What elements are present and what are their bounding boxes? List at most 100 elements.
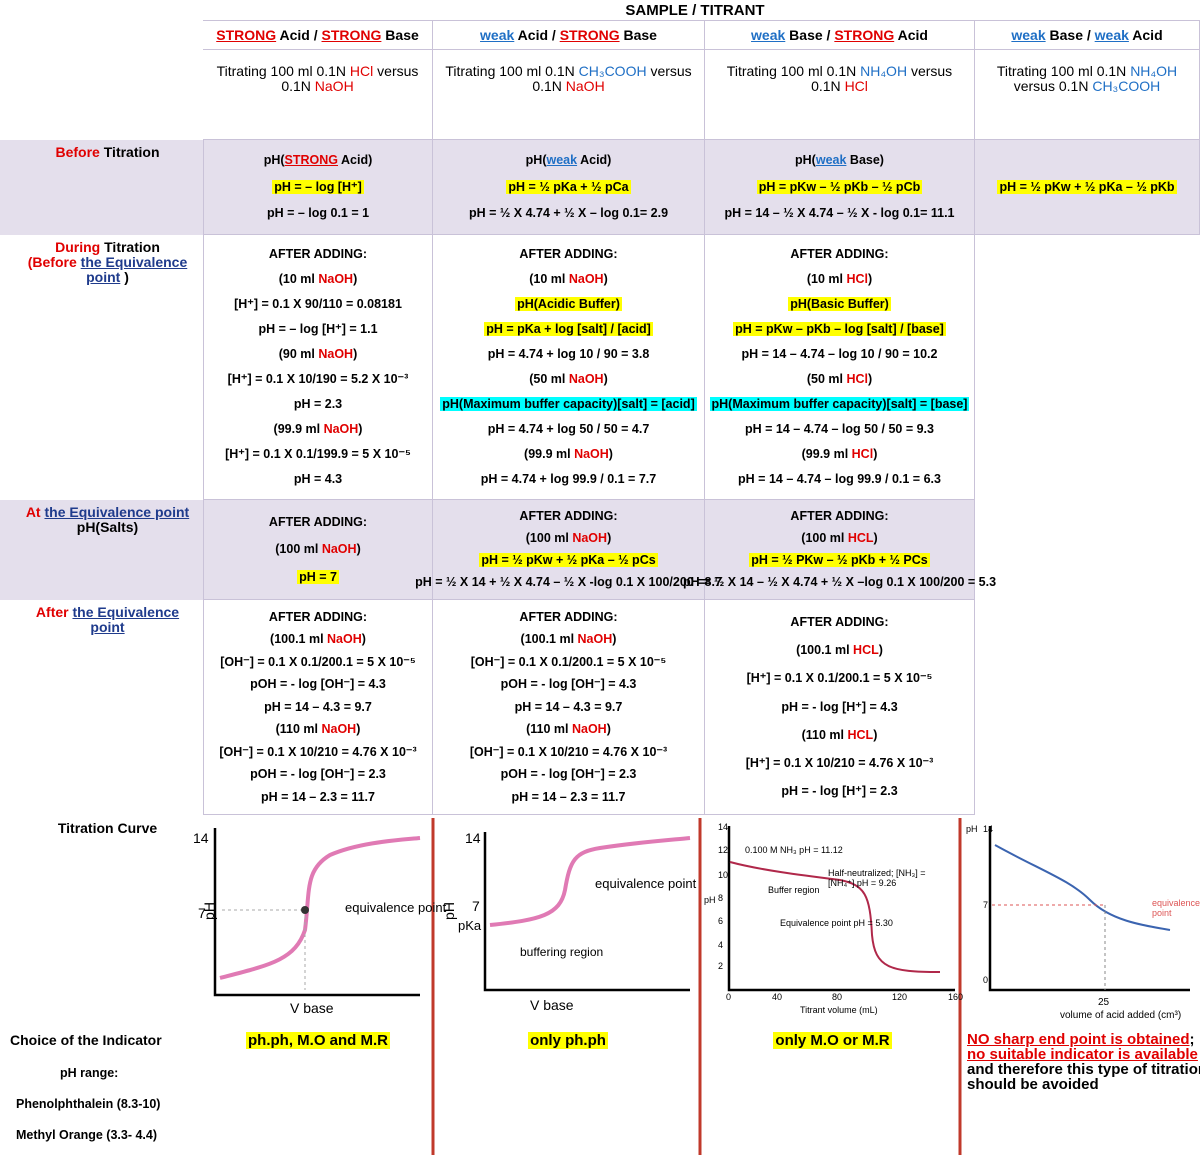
line: STRONG Acid / STRONG Base [216, 27, 419, 43]
line: AFTER ADDING: [790, 509, 888, 524]
line: pH = ½ pKw + ½ pKa – ½ pKb [997, 179, 1177, 195]
text: [OH⁻] = 0.1 X 0.1/200.1 = 5 X 10⁻⁵ [220, 654, 416, 669]
indicator-note: NO sharp end point is obtained; no suitab… [967, 1032, 1200, 1092]
text-segment: HCl [349, 63, 374, 79]
highlight: pH = pKw – pKb – log [salt] / [base] [733, 322, 946, 336]
text-segment: During [55, 239, 101, 255]
highlight: pH = ½ pKw + ½ pKa – ½ pCs [479, 553, 658, 567]
text-segment: versus 0.1N [1013, 78, 1093, 94]
line: (100 ml HCL) [801, 531, 877, 546]
line: pH = 14 – 2.3 = 11.7 [512, 790, 626, 805]
text: [H⁺] = 0.1 X 10/210 = 4.76 X 10⁻³ [745, 755, 934, 770]
line: (99.9 ml HCl) [802, 447, 878, 462]
text: pH = 14 – 4.74 – log 99.9 / 0.1 = 6.3 [738, 472, 941, 486]
table-cell [975, 235, 1200, 500]
highlight: pH = – log [H⁺] [272, 179, 364, 194]
curve-label: pH [200, 902, 217, 920]
text-segment: Before [55, 144, 100, 160]
text: AFTER ADDING: [790, 509, 889, 523]
text: pH(Maximum buffer capacity)[salt] = [aci… [442, 397, 695, 411]
text-segment: the Equivalence [80, 254, 188, 270]
text-segment: NaOH [572, 531, 608, 545]
curve-base-acid [729, 861, 941, 973]
line: pH = 2.3 [294, 397, 342, 412]
text: pOH = - log [OH⁻] = 2.3 [500, 767, 637, 781]
text-segment: ) [358, 422, 363, 436]
line: 0.1N HCl [811, 79, 868, 94]
table-cell: AFTER ADDING: (100 ml NaOH) pH = 7 [203, 500, 433, 600]
text-segment: NH₄OH [1130, 63, 1178, 79]
text-segment: ) [606, 722, 611, 736]
curve-label: 14 [193, 830, 209, 846]
line: (99.9 ml NaOH) [524, 447, 613, 462]
text: AFTER ADDING: [790, 247, 889, 261]
text: pH = 2.3 [293, 397, 343, 411]
text-segment: NaOH [318, 347, 354, 361]
text-segment: CH₃COOH [578, 63, 647, 79]
equivalence-dot [301, 906, 309, 914]
curve-label: V base [290, 1000, 334, 1016]
line: Titrating 100 ml 0.1N NH₄OH [997, 64, 1177, 79]
line: point [90, 620, 124, 635]
line: pOH = - log [OH⁻] = 2.3 [501, 767, 637, 782]
text-segment: ) [878, 643, 883, 658]
text: AFTER ADDING: [519, 509, 618, 523]
title: SAMPLE / TITRANT [625, 2, 765, 19]
line: [H⁺] = 0.1 X 10/210 = 4.76 X 10⁻³ [746, 756, 934, 771]
line: point ) [86, 270, 129, 285]
text-segment: NaOH [321, 542, 357, 556]
text-segment: HCL [847, 727, 874, 742]
line: AFTER ADDING: [790, 247, 888, 262]
curve-weak-strong [489, 836, 691, 927]
text-segment: ) [873, 727, 878, 742]
line: Titrating 100 ml 0.1N HCl versus [217, 64, 419, 79]
line: pH = ½ pKw + ½ pKa – ½ pCs [479, 553, 658, 568]
text: pH = – log [H⁺] [274, 179, 362, 194]
text-segment: NaOH [323, 422, 359, 436]
text-segment: (110 ml [526, 722, 572, 736]
line: pH = ½ X 4.74 + ½ X – log 0.1= 2.9 [469, 206, 668, 221]
text-segment: NaOH [318, 272, 354, 286]
curve-label: volume of acid added (cm³) [1060, 1010, 1182, 1021]
line: (Before the Equivalence [28, 255, 188, 270]
line: (110 ml NaOH) [276, 722, 361, 737]
line: pH = - log [H⁺] = 4.3 [781, 700, 897, 715]
line: 0.1N NaOH [532, 79, 604, 94]
highlight: only ph.ph [528, 1032, 608, 1049]
line: pH(weak Acid) [526, 153, 612, 168]
text-segment: HCl [851, 447, 874, 461]
text: AFTER ADDING: [268, 609, 368, 624]
text-segment: NaOH [568, 372, 604, 386]
text-segment: weak [815, 153, 847, 168]
text-segment: weak [480, 26, 515, 43]
table-cell: pH = ½ pKw + ½ pKa – ½ pKb [975, 140, 1200, 235]
line: (110 ml HCL) [802, 728, 878, 743]
column-description: Titrating 100 ml 0.1N NH₄OH versus 0.1N C… [975, 50, 1200, 140]
line: Before Titration [56, 145, 160, 160]
text: pH = 4.3 [293, 472, 343, 486]
text: AFTER ADDING: [790, 615, 889, 630]
line: no suitable indicator is available [967, 1047, 1200, 1062]
text-segment: (100 ml [801, 531, 848, 545]
line: pOH = - log [OH⁻] = 4.3 [250, 677, 386, 692]
text-segment: 0.1N [811, 78, 845, 94]
text: pH(Salts) [76, 519, 139, 535]
line: Titrating 100 ml 0.1N NH₄OH versus [727, 64, 952, 79]
line: 0.1N NaOH [281, 79, 353, 94]
highlight: pH = pKa + log [salt] / [acid] [484, 322, 653, 336]
curve-label: pH [440, 902, 457, 920]
text-segment: ) [867, 372, 873, 386]
text-segment: At [25, 504, 45, 520]
line: pH = ½ pKa + ½ pCa [506, 179, 631, 195]
row-label: At the Equivalence point pH(Salts) [0, 505, 215, 535]
indicator-range: Methyl Orange (3.3- 4.4) [16, 1128, 158, 1142]
text: pH = pKw – ½ pKb – ½ pCb [758, 179, 921, 194]
line: After the Equivalence [36, 605, 179, 620]
highlight: pH(Maximum buffer capacity)[salt] = [aci… [440, 397, 697, 411]
line: (110 ml NaOH) [526, 722, 611, 737]
text-segment: NO sharp end point is obtained [967, 1031, 1190, 1048]
table-cell: AFTER ADDING: (10 ml HCl) pH(Basic Buffer)… [705, 235, 975, 500]
row-label: After the Equivalence point [0, 605, 215, 635]
highlight: pH = 7 [297, 569, 339, 584]
